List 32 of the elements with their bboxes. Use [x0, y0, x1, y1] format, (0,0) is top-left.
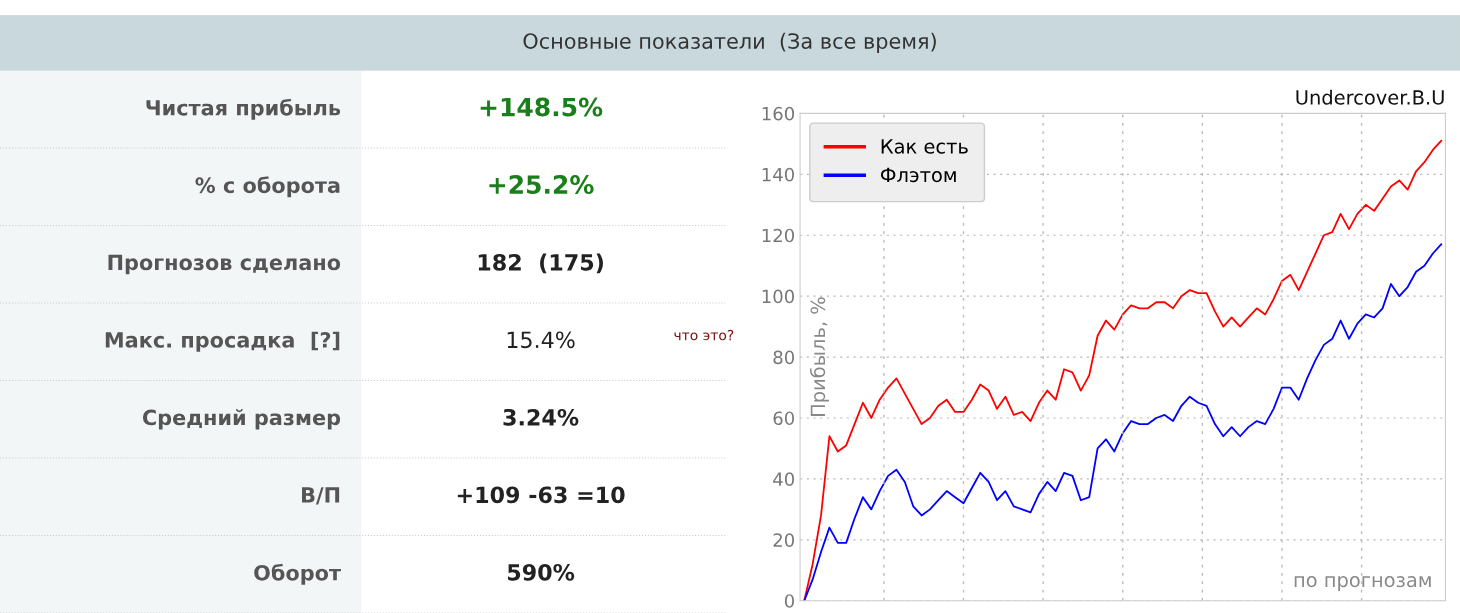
y-tick-label: 60	[773, 411, 795, 426]
text: +109 -63 =10	[457, 486, 625, 504]
y-tick-label: 120	[762, 228, 795, 243]
line-series	[803, 243, 1443, 601]
text: Макс. просадка [?]	[105, 331, 340, 352]
text: 3.24%	[503, 408, 579, 426]
text: % с оборота	[195, 176, 340, 198]
text: Чистая прибыль	[146, 98, 341, 120]
text: 182 (175)	[478, 253, 603, 274]
text: +25.2%	[489, 175, 594, 194]
x-axis-title: по прогнозам	[1294, 576, 1431, 591]
text: 15.4%	[507, 331, 575, 349]
y-tick-label: 160	[762, 106, 795, 121]
y-tick-label: 40	[773, 472, 795, 487]
y-tick-label: 20	[773, 533, 795, 547]
text: 590%	[507, 563, 575, 581]
y-tick-label: 140	[762, 167, 795, 182]
text: Средний размер	[142, 409, 341, 430]
line-series	[803, 139, 1443, 601]
y-tick-label: 0	[784, 594, 795, 608]
text: +148.5%	[480, 97, 603, 117]
legend-label: Флэтом	[880, 167, 956, 183]
legend-label: Как есть	[881, 139, 968, 154]
y-axis-title: Прибыль, %	[809, 297, 830, 416]
text: что это?	[674, 329, 734, 341]
text: В/П	[302, 487, 340, 505]
text: Оборот	[254, 563, 341, 585]
y-tick-label: 100	[762, 289, 795, 304]
chart-subtitle: Undercover.B.U	[1296, 89, 1444, 105]
text: Прогнозов сделано	[108, 254, 341, 275]
y-tick-label: 80	[773, 350, 795, 365]
text: Основные показатели (За все время)	[523, 32, 936, 53]
